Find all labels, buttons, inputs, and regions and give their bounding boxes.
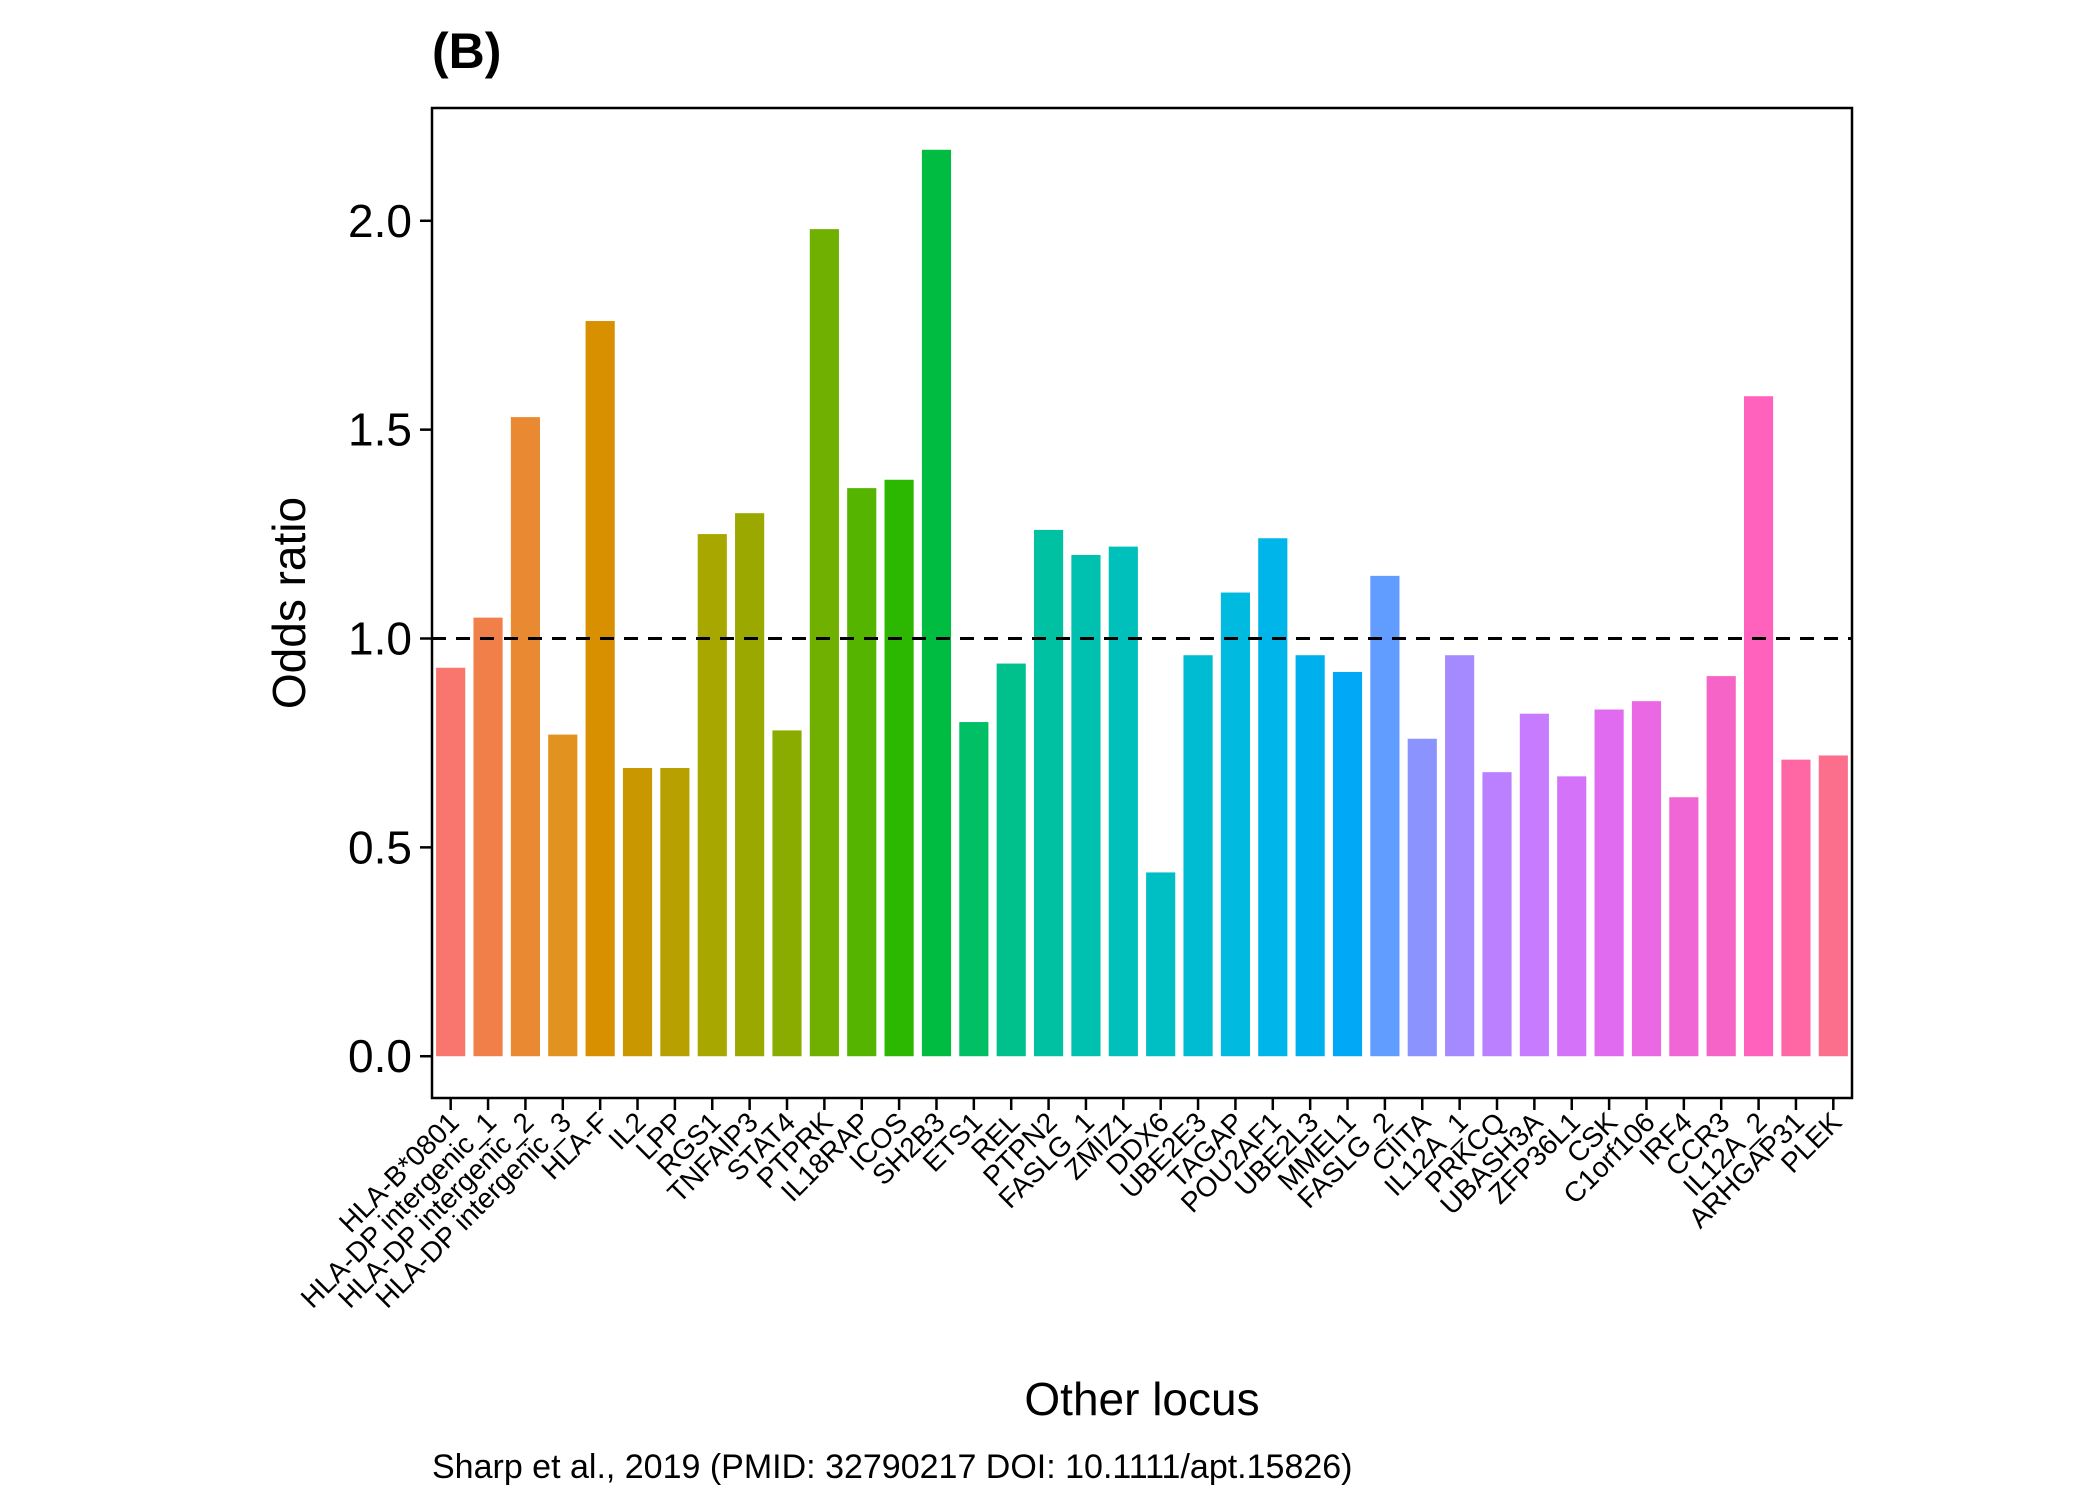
y-tick-label: 0.0 (348, 1030, 412, 1082)
bar-lpp (660, 768, 690, 1057)
panel-title: (B) (432, 23, 501, 79)
bar-mmel1 (1332, 671, 1363, 1057)
bar-hla-f (585, 321, 615, 1057)
bar-prkcq (1482, 772, 1512, 1057)
bar-ptpn2 (1034, 529, 1064, 1057)
bar-ddx6 (1146, 872, 1176, 1057)
y-tick-label: 1.0 (348, 613, 412, 665)
bar-zmiz1 (1108, 546, 1138, 1057)
bar-stat4 (772, 730, 802, 1057)
x-axis-title: Other locus (1024, 1373, 1259, 1425)
y-axis: 0.0 0.5 1.0 1.5 2.0 (348, 195, 432, 1082)
bar-ptprk (809, 229, 839, 1057)
bar-hla-dp-intergenic-3 (548, 734, 578, 1057)
bar-ubash3a (1519, 713, 1549, 1057)
y-tick-label: 0.5 (348, 821, 412, 873)
y-tick-label: 2.0 (348, 195, 412, 247)
bar-il2 (622, 768, 653, 1057)
bar-il18rap (847, 488, 877, 1057)
bar-rgs1 (697, 534, 727, 1057)
bar-il12a-1 (1445, 655, 1475, 1057)
plot-panel-border (430, 106, 1854, 1100)
y-axis-title: Odds ratio (263, 497, 315, 709)
source-caption: Sharp et al., 2019 (PMID: 32790217 DOI: … (432, 1448, 1353, 1486)
bar-hla-dp-intergenic-1 (473, 617, 503, 1057)
bar-c1orf106 (1631, 701, 1662, 1057)
bar-faslg-1 (1071, 554, 1101, 1057)
bar-arhgap31 (1781, 759, 1811, 1057)
bar-ccr3 (1706, 676, 1736, 1057)
bar-ets1 (959, 722, 989, 1057)
bar-faslg-2 (1370, 575, 1400, 1057)
bar-rel (996, 663, 1026, 1057)
bar-ube2e3 (1183, 655, 1213, 1057)
bar-ciita (1407, 738, 1437, 1057)
bar-tagap (1220, 592, 1250, 1057)
bar-series (436, 149, 1848, 1057)
bar-plek (1818, 755, 1848, 1057)
bar-il12a-2 (1744, 396, 1774, 1057)
bar-csk (1594, 709, 1624, 1057)
bar-tnfaip3 (735, 513, 765, 1057)
bar-pou2af1 (1258, 538, 1288, 1057)
bar-icos (884, 479, 914, 1057)
bar-irf4 (1669, 797, 1699, 1057)
y-tick-label: 1.5 (348, 404, 412, 456)
bar-hla-b-0801 (436, 667, 466, 1057)
bar-hla-dp-intergenic-2 (510, 417, 540, 1057)
bar-ube2l3 (1295, 655, 1325, 1057)
bar-sh2b3 (921, 149, 952, 1057)
bar-zfp36l1 (1557, 776, 1587, 1057)
